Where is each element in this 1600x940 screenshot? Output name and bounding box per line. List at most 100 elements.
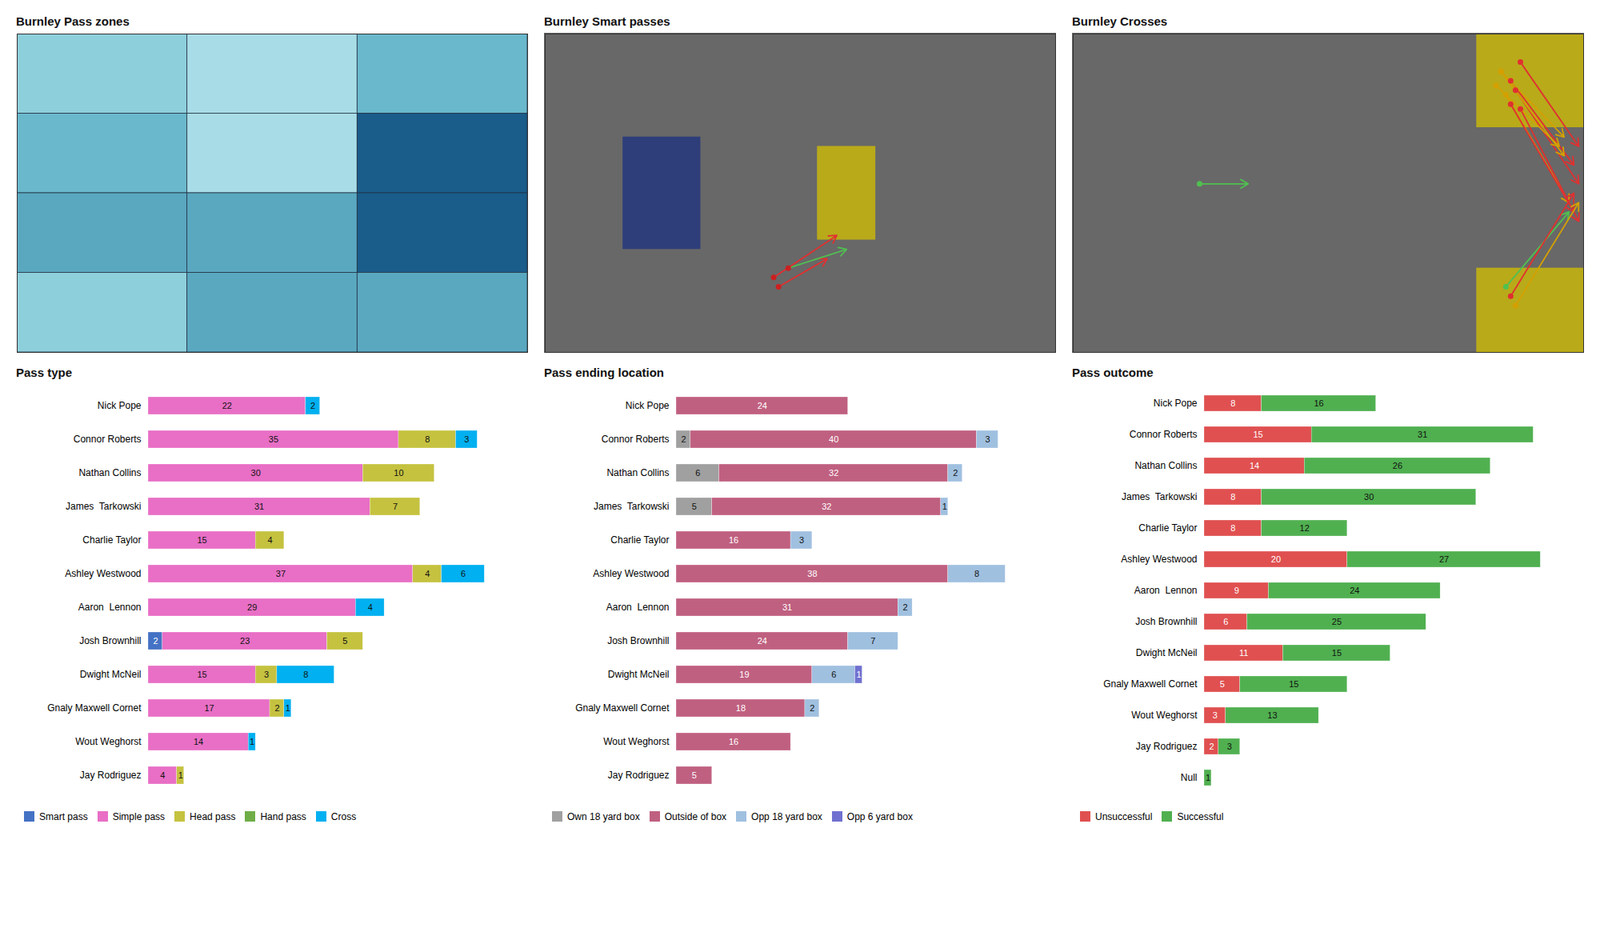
svg-text:Nick Pope: Nick Pope [625,400,670,412]
svg-text:Connor Roberts: Connor Roberts [73,433,142,445]
svg-text:27: 27 [1439,554,1449,564]
svg-text:31: 31 [1417,429,1428,440]
svg-text:38: 38 [807,568,817,579]
svg-text:Charlie Taylor: Charlie Taylor [610,534,669,546]
svg-text:3: 3 [1227,741,1232,752]
svg-text:4: 4 [368,602,373,612]
svg-text:Nathan Collins: Nathan Collins [1134,460,1197,472]
svg-text:5: 5 [692,770,697,780]
svg-text:32: 32 [821,501,832,512]
svg-text:5: 5 [1220,679,1225,689]
svg-text:10: 10 [393,468,404,478]
svg-text:2: 2 [152,636,158,646]
svg-text:19: 19 [739,669,749,680]
svg-text:1: 1 [1205,772,1211,783]
svg-text:1: 1 [178,770,184,780]
svg-text:Nathan Collins: Nathan Collins [78,467,141,479]
svg-text:Gnaly Maxwell Cornet: Gnaly Maxwell Cornet [575,702,670,714]
svg-text:8: 8 [1230,398,1236,408]
svg-text:Wout Weghorst: Wout Weghorst [1131,709,1198,721]
svg-text:2: 2 [952,468,958,478]
svg-text:Gnaly Maxwell Cornet: Gnaly Maxwell Cornet [1103,678,1198,690]
svg-text:5: 5 [692,501,697,512]
svg-text:3: 3 [464,434,469,444]
svg-text:6: 6 [460,568,466,579]
svg-text:2: 2 [680,434,686,444]
svg-text:Connor Roberts: Connor Roberts [601,433,670,445]
svg-text:6: 6 [1223,616,1228,627]
svg-text:2: 2 [274,703,280,713]
svg-text:8: 8 [303,669,308,680]
svg-text:Wout Weghorst: Wout Weghorst [75,736,142,748]
svg-text:Nathan Collins: Nathan Collins [606,467,669,479]
svg-text:James Tarkowski: James Tarkowski [65,500,141,512]
svg-text:37: 37 [276,568,286,579]
svg-text:3: 3 [1212,710,1218,720]
svg-text:Ashley Westwood: Ashley Westwood [64,568,141,580]
svg-text:Dwight McNeil: Dwight McNeil [1136,647,1198,659]
svg-text:8: 8 [1230,523,1236,533]
svg-text:32: 32 [828,468,839,478]
svg-text:1: 1 [285,703,291,713]
svg-text:Jay Rodriguez: Jay Rodriguez [1136,740,1198,752]
svg-text:Aaron Lennon: Aaron Lennon [78,601,142,613]
svg-text:16: 16 [1313,398,1324,408]
svg-text:18: 18 [736,703,746,713]
svg-text:1: 1 [856,669,861,680]
svg-text:James Tarkowski: James Tarkowski [593,500,669,512]
svg-text:Dwight McNeil: Dwight McNeil [80,668,142,680]
svg-text:5: 5 [342,636,348,646]
svg-text:14: 14 [1249,460,1260,471]
svg-text:17: 17 [204,703,214,713]
svg-text:15: 15 [1288,679,1299,689]
svg-text:Connor Roberts: Connor Roberts [1129,428,1198,440]
svg-text:Nick Pope: Nick Pope [97,400,142,412]
svg-text:31: 31 [254,501,264,512]
svg-text:15: 15 [196,669,207,680]
svg-text:12: 12 [1300,523,1310,533]
svg-text:15: 15 [1332,648,1342,658]
svg-text:7: 7 [870,636,876,646]
svg-text:15: 15 [1252,429,1263,440]
svg-text:4: 4 [267,535,272,545]
svg-text:Ashley Westwood: Ashley Westwood [1120,553,1197,565]
svg-text:Jay Rodriguez: Jay Rodriguez [80,769,142,781]
svg-text:15: 15 [196,535,207,545]
svg-text:30: 30 [251,468,261,478]
svg-text:6: 6 [831,669,836,680]
svg-text:Gnaly Maxwell Cornet: Gnaly Maxwell Cornet [47,702,142,714]
svg-text:Jay Rodriguez: Jay Rodriguez [608,769,670,781]
svg-text:2: 2 [310,400,316,411]
svg-text:29: 29 [247,602,257,612]
svg-text:24: 24 [757,636,768,646]
svg-text:16: 16 [728,736,739,747]
svg-text:23: 23 [240,636,250,646]
svg-text:Nick Pope: Nick Pope [1153,397,1198,409]
svg-text:14: 14 [193,736,204,747]
svg-text:7: 7 [392,501,398,512]
svg-text:Aaron Lennon: Aaron Lennon [606,601,670,613]
svg-text:4: 4 [160,770,165,780]
svg-text:Aaron Lennon: Aaron Lennon [1134,584,1198,596]
svg-text:3: 3 [799,535,804,545]
svg-text:11: 11 [1239,648,1248,658]
svg-text:James Tarkowski: James Tarkowski [1121,491,1197,503]
svg-text:13: 13 [1267,710,1277,720]
svg-text:3: 3 [264,669,269,680]
svg-text:Wout Weghorst: Wout Weghorst [603,736,670,748]
svg-text:Josh Brownhill: Josh Brownhill [1135,616,1197,628]
svg-text:24: 24 [757,400,768,411]
svg-text:Josh Brownhill: Josh Brownhill [607,635,669,647]
svg-text:25: 25 [1332,616,1342,627]
svg-text:40: 40 [828,434,839,444]
svg-text:2: 2 [903,602,908,612]
svg-text:1: 1 [249,736,255,747]
svg-text:24: 24 [1349,585,1360,596]
svg-text:4: 4 [424,568,430,579]
svg-text:31: 31 [782,602,792,612]
svg-text:3: 3 [984,434,990,444]
svg-text:16: 16 [728,535,739,545]
svg-text:Dwight McNeil: Dwight McNeil [608,668,670,680]
svg-text:2: 2 [809,703,815,713]
svg-text:8: 8 [424,434,430,444]
